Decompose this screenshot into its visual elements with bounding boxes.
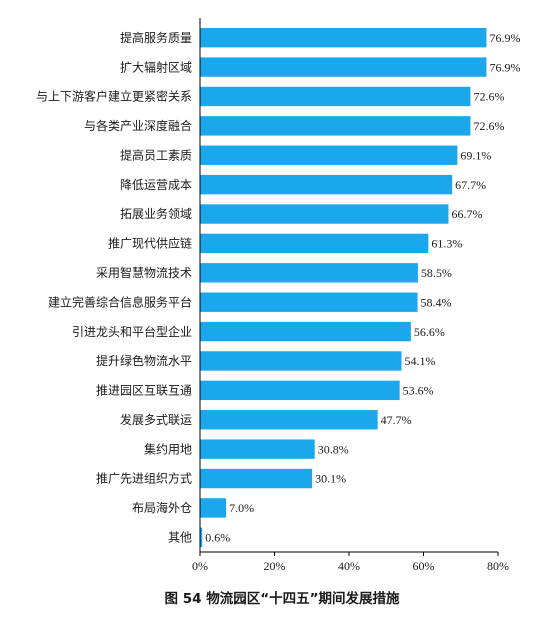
bar-0	[200, 28, 487, 48]
value-label-12: 53.6%	[403, 384, 434, 398]
bar-15	[200, 468, 313, 489]
x-tick-label-1: 20%	[264, 559, 286, 573]
category-label-13: 发展多式联运	[120, 412, 192, 427]
bar-3	[200, 116, 471, 136]
value-label-2: 72.6%	[473, 90, 504, 104]
bar-5	[200, 174, 453, 195]
value-label-16: 7.0%	[229, 501, 254, 515]
category-label-10: 引进龙头和平台型企业	[72, 324, 192, 339]
value-label-11: 54.1%	[405, 354, 436, 368]
value-label-14: 30.8%	[318, 442, 349, 456]
bar-11	[200, 351, 402, 371]
bar-9	[200, 292, 418, 312]
value-label-6: 66.7%	[451, 207, 482, 221]
x-tick-label-2: 40%	[338, 559, 360, 573]
bar-17	[200, 527, 203, 548]
category-label-16: 布局海外仓	[132, 500, 192, 515]
bar-12	[200, 380, 400, 401]
x-tick-label-3: 60%	[413, 559, 435, 573]
bar-10	[200, 321, 411, 342]
value-label-10: 56.6%	[414, 325, 445, 339]
value-labels: 76.9% 76.9% 72.6% 72.6% 69.1% 67.7% 66.7% 61.3%…	[205, 31, 520, 545]
category-label-4: 提高员工素质	[120, 147, 192, 162]
bar-16	[200, 498, 227, 518]
value-label-4: 69.1%	[460, 148, 491, 162]
category-label-3: 与各类产业深度融合	[84, 118, 192, 133]
value-label-15: 30.1%	[315, 472, 346, 486]
value-label-13: 47.7%	[381, 413, 412, 427]
category-label-11: 提升绿色物流水平	[96, 353, 192, 368]
bar-13	[200, 410, 378, 430]
value-label-1: 76.9%	[489, 60, 520, 74]
x-tick-label-4: 80%	[487, 559, 509, 573]
bar-7	[200, 233, 429, 254]
bar-1	[200, 57, 487, 77]
value-label-9: 58.4%	[421, 295, 452, 309]
category-label-7: 推广现代供应链	[108, 236, 192, 251]
bar-6	[200, 204, 449, 224]
category-label-0: 提高服务质量	[120, 30, 192, 45]
category-label-15: 推广先进组织方式	[96, 471, 192, 486]
category-label-5: 降低运营成本	[120, 178, 192, 192]
x-ticks: 0% 20% 40% 60% 80%	[192, 552, 509, 573]
category-label-2: 与上下游客户建立更紧密关系	[36, 89, 192, 104]
bar-14	[200, 439, 315, 459]
value-label-8: 58.5%	[421, 266, 452, 280]
category-label-12: 推进园区互联互通	[96, 384, 192, 398]
category-label-6: 拓展业务领域	[120, 206, 192, 221]
bars-group	[200, 28, 487, 548]
category-label-1: 扩大辐射区域	[120, 59, 192, 74]
value-label-0: 76.9%	[489, 31, 520, 45]
value-label-17: 0.6%	[205, 531, 230, 545]
value-label-3: 72.6%	[473, 119, 504, 133]
x-tick-label-0: 0%	[192, 559, 208, 573]
category-label-8: 采用智慧物流技术	[96, 265, 192, 280]
category-labels: 提高服务质量扩大辐射区域与上下游客户建立更紧密关系与各类产业深度融合提高员工素质…	[36, 30, 192, 545]
value-label-5: 67.7%	[455, 178, 486, 192]
category-label-9: 建立完善综合信息服务平台	[48, 294, 192, 309]
category-label-17: 其他	[168, 531, 192, 545]
bar-2	[200, 86, 471, 107]
value-label-7: 61.3%	[431, 237, 462, 251]
bar-4	[200, 145, 458, 165]
chart-caption: 图 54 物流园区“十四五”期间发展措施	[165, 590, 400, 607]
category-label-14: 集约用地	[144, 441, 192, 456]
bar-8	[200, 263, 418, 283]
